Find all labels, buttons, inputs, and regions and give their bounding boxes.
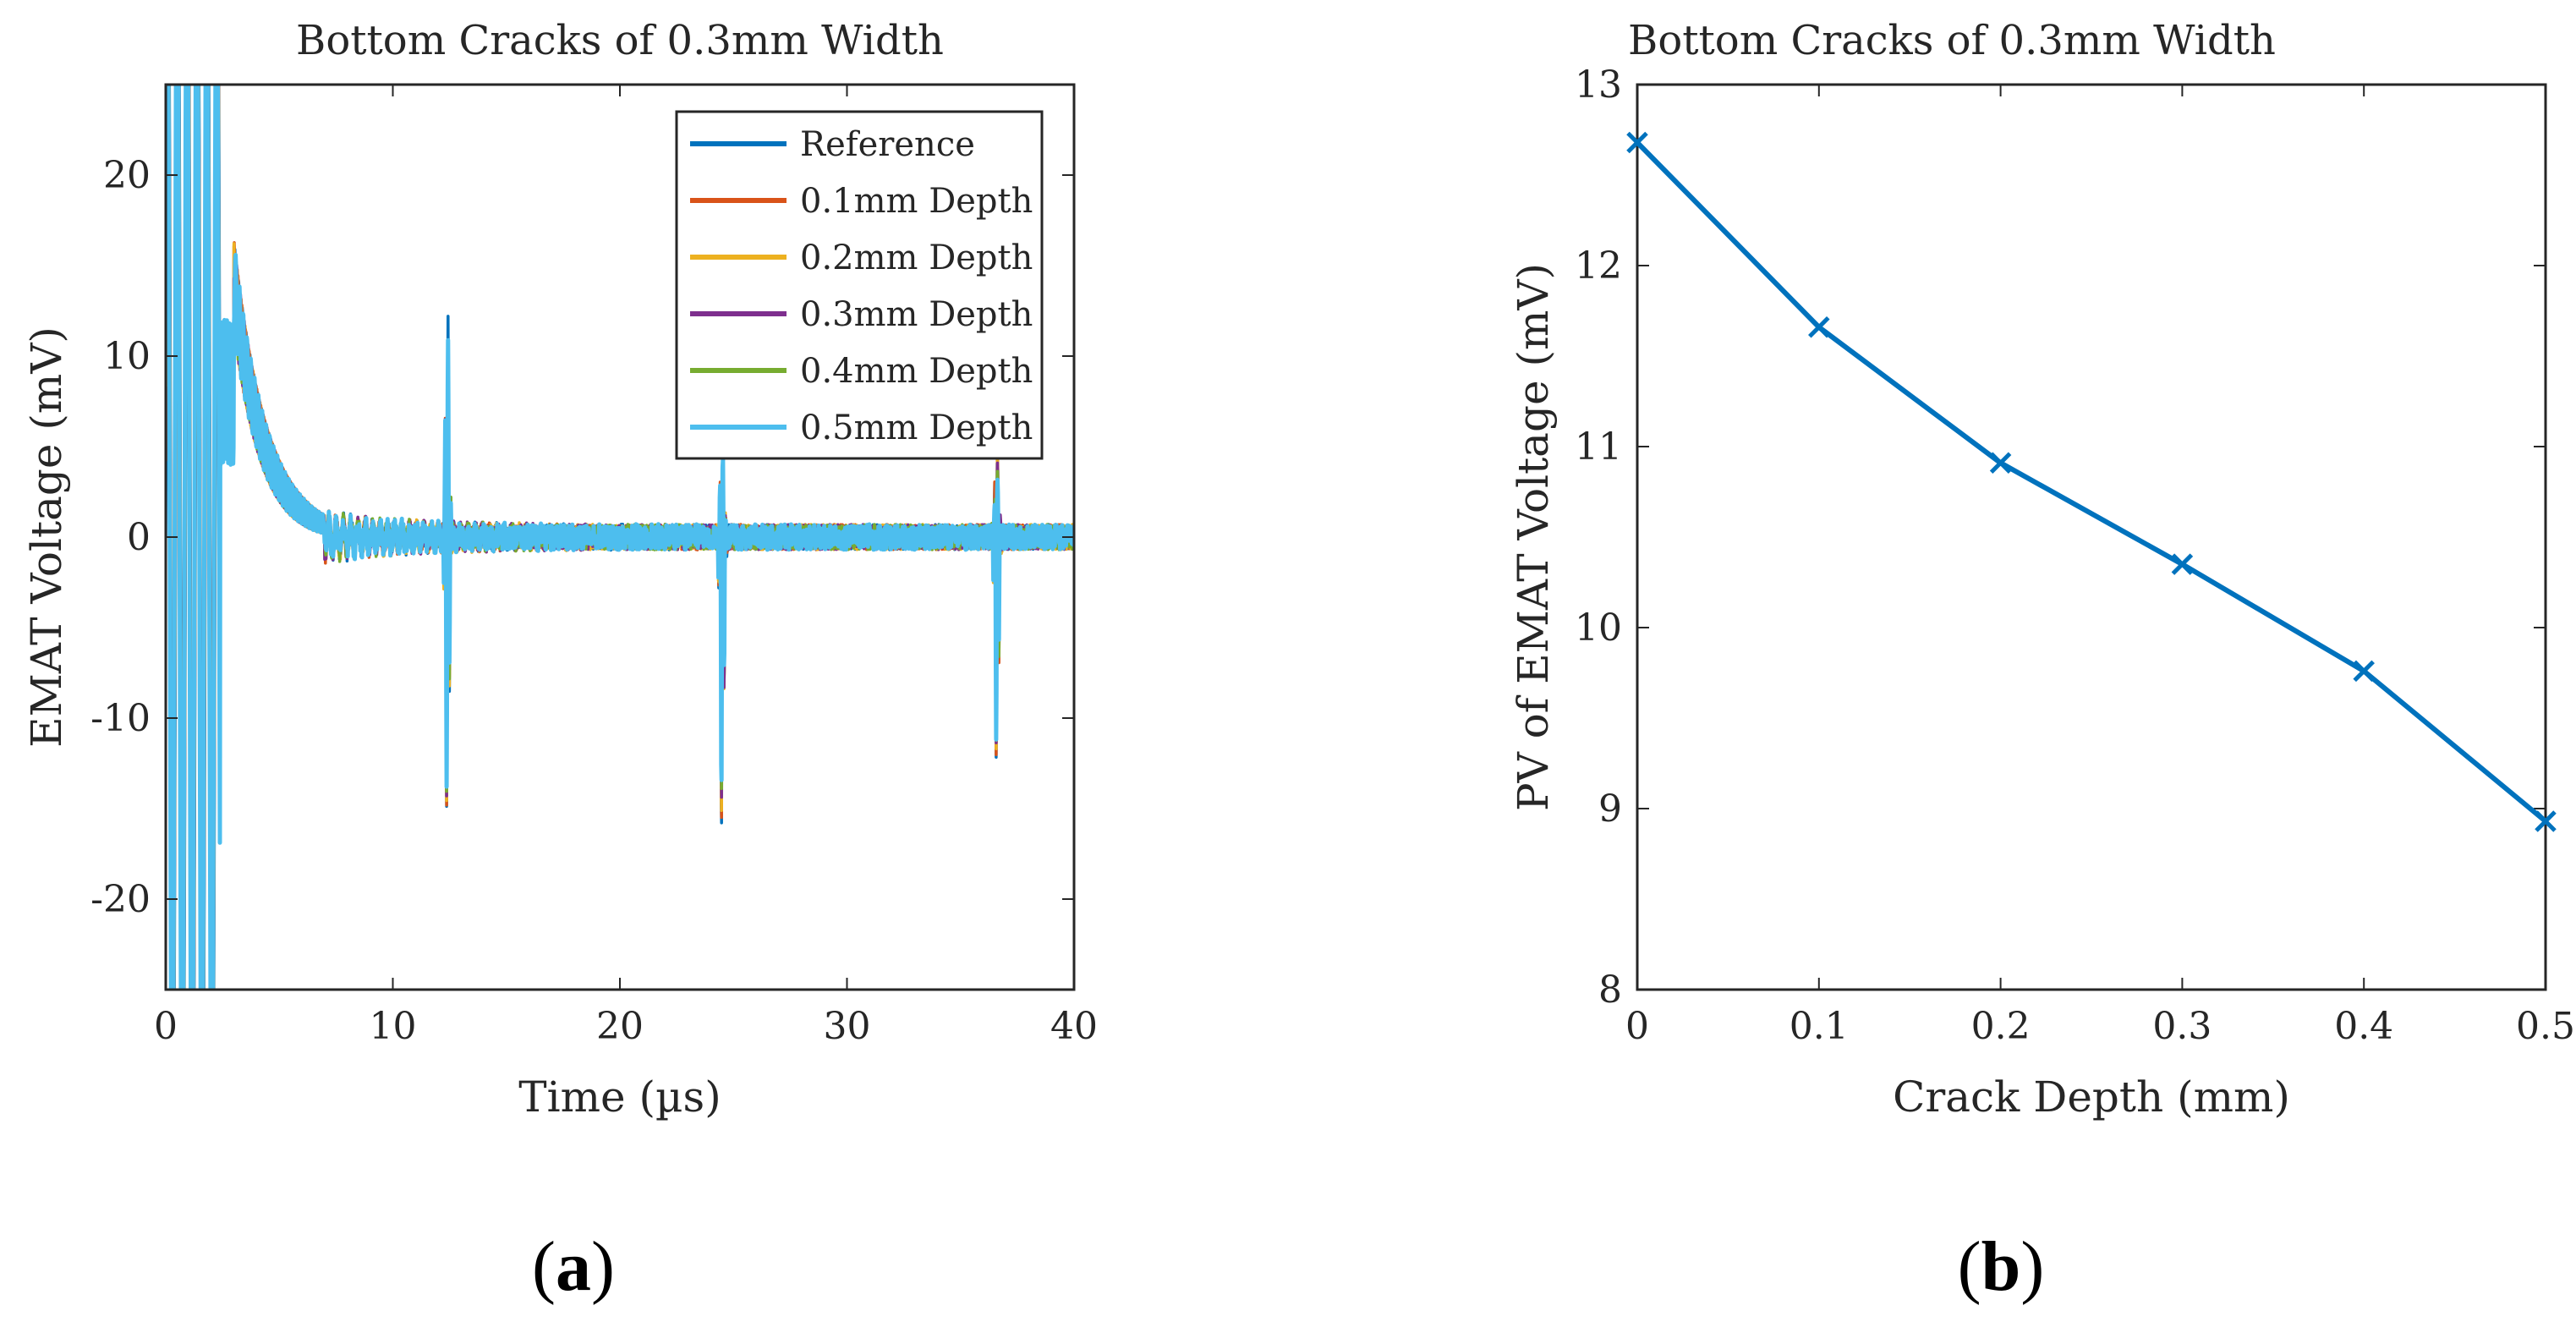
x-tick-label: 30	[824, 1005, 871, 1048]
y-tick-label: 20	[103, 154, 151, 197]
legend-label: Reference	[800, 125, 975, 164]
x-tick-label: 0	[1625, 1005, 1649, 1048]
y-tick-label: 12	[1575, 244, 1622, 288]
chart-a-ylabel: EMAT Voltage (mV)	[22, 326, 71, 748]
data-point-marker	[2353, 660, 2375, 683]
x-tick-label: 0	[154, 1005, 178, 1048]
x-tick-label: 20	[596, 1005, 644, 1048]
chart-b-plot-area	[1626, 131, 2557, 832]
chart-a-ticks: 0 10 20 30 40 -20 -10 0 10 20	[90, 85, 1098, 1048]
y-tick-label: 10	[103, 335, 151, 378]
x-tick-label: 0.1	[1789, 1005, 1849, 1048]
x-tick-label: 10	[370, 1005, 417, 1048]
marker-stroke	[1989, 452, 2012, 474]
chart-b-xlabel: Crack Depth (mm)	[1893, 1072, 2290, 1122]
chart-b-ticks: 0 0.1 0.2 0.3 0.4 0.5 8 9 10 11 12 13	[1575, 63, 2575, 1048]
chart-b-ylabel: PV of EMAT Voltage (mV)	[1509, 263, 1558, 811]
chart-b-title: Bottom Cracks of 0.3mm Width	[1628, 17, 2276, 64]
series-line-pv	[1635, 140, 2547, 824]
marker-stroke	[1626, 131, 1648, 154]
panel-label-b: (b)	[1958, 1227, 2045, 1306]
panel-label-a: (a)	[532, 1227, 615, 1306]
y-tick-label: -20	[90, 878, 151, 921]
chart-b: Bottom Cracks of 0.3mm Width 0 0.1 0.2 0.3 0…	[1509, 17, 2575, 1122]
chart-a-xlabel: Time (µs)	[518, 1072, 721, 1122]
y-tick-label: 8	[1598, 968, 1622, 1012]
y-tick-label: -10	[90, 697, 151, 740]
data-point-marker	[1808, 315, 1830, 338]
chart-a-legend: Reference 0.1mm Depth 0.2mm Depth 0.3mm Dep…	[675, 110, 1044, 460]
marker-stroke	[1808, 315, 1830, 338]
marker-stroke	[2353, 660, 2375, 683]
y-tick-label: 11	[1575, 425, 1622, 469]
chart-a: Bottom Cracks of 0.3mm Width 0 10 20 30 40 -2…	[22, 17, 1098, 1122]
marker-stroke	[2171, 553, 2194, 575]
chart-b-axes-box	[1636, 83, 2547, 991]
y-tick-label: 0	[127, 516, 151, 559]
y-tick-label: 9	[1598, 787, 1622, 831]
legend-label: 0.5mm Depth	[800, 409, 1033, 447]
legend-label: 0.2mm Depth	[800, 239, 1033, 277]
legend-label: 0.3mm Depth	[800, 295, 1033, 334]
series-line-0.5mm-depth	[166, 85, 1074, 990]
data-point-marker	[2171, 553, 2194, 575]
x-tick-label: 0.5	[2516, 1005, 2575, 1048]
chart-a-plot-area	[166, 85, 1074, 990]
y-tick-label: 10	[1575, 606, 1622, 650]
legend-box	[675, 110, 1044, 460]
chart-a-title: Bottom Cracks of 0.3mm Width	[296, 17, 944, 64]
data-point-marker	[1626, 131, 1648, 154]
marker-stroke	[2535, 810, 2557, 832]
x-tick-label: 0.3	[2152, 1005, 2212, 1048]
legend-label: 0.4mm Depth	[800, 352, 1033, 391]
y-tick-label: 13	[1575, 63, 1622, 107]
data-point-marker	[1989, 452, 2012, 474]
data-point-marker	[2535, 810, 2557, 832]
x-tick-label: 40	[1050, 1005, 1098, 1048]
x-tick-label: 0.2	[1971, 1005, 2031, 1048]
x-tick-label: 0.4	[2334, 1005, 2393, 1048]
legend-label: 0.1mm Depth	[800, 182, 1033, 221]
